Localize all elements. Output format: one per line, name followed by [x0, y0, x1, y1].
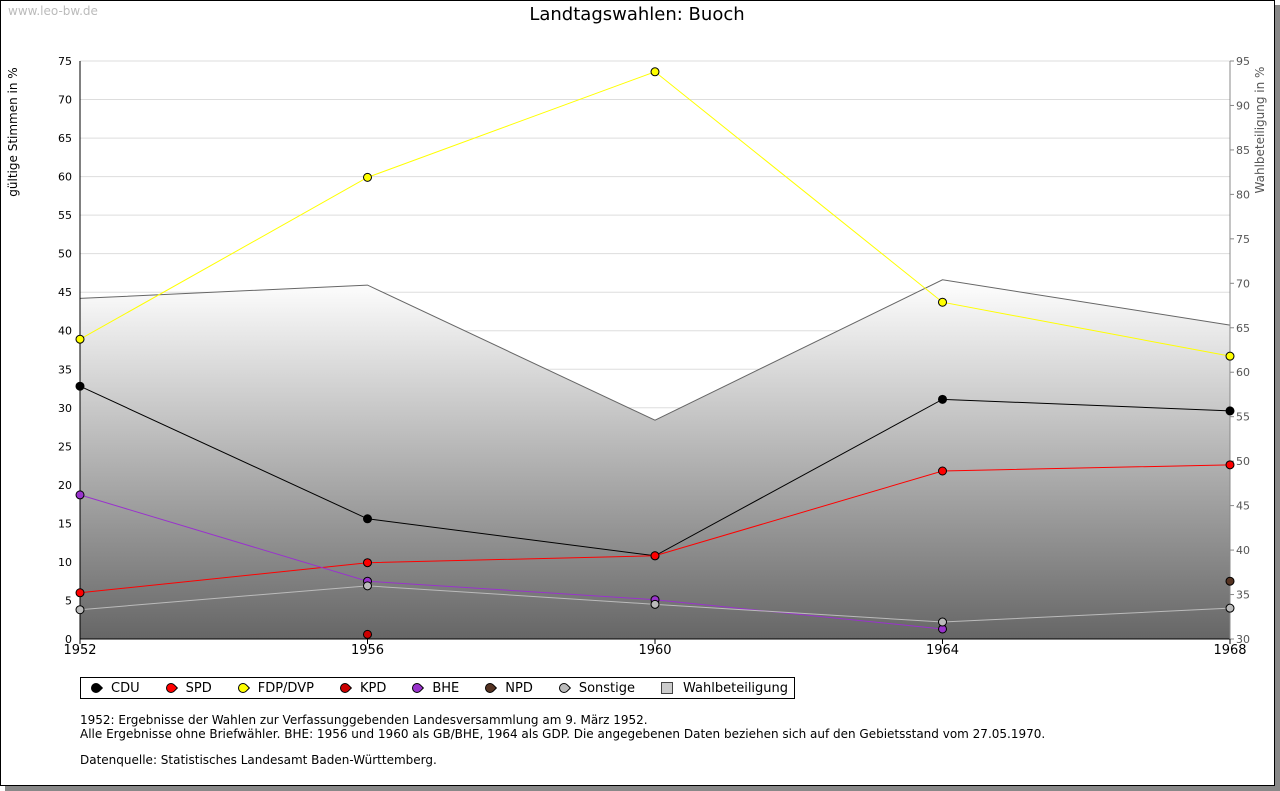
data-point-npd	[1225, 576, 1235, 586]
legend-label: NPD	[505, 680, 533, 696]
y2-tick-label: 40	[1236, 544, 1250, 557]
y2-axis-title: Wahlbeteiligung in %	[1253, 67, 1267, 194]
legend-item: CDU	[85, 681, 140, 696]
data-point-sonstige	[938, 617, 947, 627]
legend-label: FDP/DVP	[257, 680, 314, 696]
data-point-cdu	[363, 514, 372, 524]
y2-tick-label: 70	[1236, 277, 1250, 290]
legend-marker	[163, 680, 178, 696]
legend-marker	[661, 682, 674, 694]
legend-label: SPD	[185, 680, 212, 696]
y-axis-title: gültige Stimmen in %	[6, 67, 20, 196]
y-tick-label: 50	[58, 248, 72, 261]
y-tick-label: 30	[58, 402, 72, 415]
legend-marker	[88, 680, 104, 696]
data-point-fdp-dvp	[938, 297, 947, 307]
legend-item: BHE	[406, 681, 459, 696]
data-point-bhe	[75, 490, 85, 500]
legend-label: KPD	[359, 680, 387, 696]
y2-tick-label: 30	[1236, 633, 1250, 646]
y-tick-label: 60	[58, 171, 72, 184]
chart-title: Landtagswahlen: Buoch	[529, 4, 745, 25]
note-1952: 1952: Ergebnisse der Wahlen zur Verfassu…	[80, 713, 648, 727]
legend-item: FDP/DVP	[232, 681, 314, 696]
data-point-spd	[363, 558, 372, 568]
legend-item: SPD	[160, 681, 212, 696]
y-tick-label: 70	[58, 94, 72, 107]
y2-tick-label: 95	[1236, 55, 1250, 68]
data-point-sonstige	[650, 599, 660, 609]
x-tick-label: 1964	[926, 643, 959, 658]
y-tick-label: 75	[58, 55, 72, 68]
turnout-line	[79, 279, 1231, 421]
data-point-fdp-dvp	[75, 334, 85, 344]
y-tick-label: 0	[65, 633, 72, 646]
y2-tick-label: 60	[1236, 366, 1250, 379]
data-point-cdu	[938, 394, 947, 404]
data-point-spd	[938, 466, 947, 476]
y2-tick-label: 55	[1236, 411, 1250, 424]
y2-tick-label: 90	[1236, 99, 1250, 112]
y-tick-label: 65	[58, 132, 72, 145]
y-tick-label: 35	[58, 363, 72, 376]
y-tick-label: 55	[58, 209, 72, 222]
data-point-sonstige	[75, 605, 85, 615]
legend-label: Wahlbeteiligung	[683, 680, 789, 696]
data-point-kpd	[363, 629, 372, 639]
y2-tick-label: 45	[1236, 500, 1250, 513]
legend-label: CDU	[111, 680, 140, 696]
legend-marker	[483, 680, 498, 696]
y-tick-label: 5	[65, 594, 72, 607]
y-tick-label: 25	[58, 440, 72, 453]
y2-tick-label: 75	[1236, 233, 1250, 246]
y-tick-label: 15	[58, 517, 72, 530]
data-point-fdp-dvp	[363, 172, 372, 182]
y-tick-label: 40	[58, 325, 72, 338]
data-point-spd	[75, 588, 85, 598]
legend-label: BHE	[432, 680, 460, 696]
legend-label: Sonstige	[578, 680, 636, 696]
legend-marker	[235, 680, 250, 696]
y2-tick-label: 80	[1236, 188, 1250, 201]
legend-marker	[556, 680, 571, 696]
y2-tick-label: 50	[1236, 455, 1250, 468]
data-point-spd	[650, 551, 660, 561]
legend: CDU SPD FDP/DVP KPD BHE NPD Sonstige Wahlbeteil…	[80, 677, 796, 699]
y-tick-label: 10	[58, 556, 72, 569]
note-source: Datenquelle: Statistisches Landesamt Bad…	[80, 753, 437, 767]
y-tick-label: 45	[58, 286, 72, 299]
data-point-fdp-dvp	[1225, 351, 1235, 361]
data-point-cdu	[75, 381, 85, 391]
x-tick-label: 1956	[351, 643, 384, 658]
legend-item: Wahlbeteiligung	[655, 681, 788, 696]
data-point-cdu	[1225, 406, 1235, 416]
y2-tick-label: 85	[1236, 144, 1250, 157]
data-point-spd	[1225, 460, 1235, 470]
series-line-bhe	[79, 494, 943, 630]
legend-item: NPD	[479, 681, 533, 696]
data-point-fdp-dvp	[650, 67, 660, 77]
y-tick-label: 20	[58, 479, 72, 492]
note-general: Alle Ergebnisse ohne Briefwähler. BHE: 1…	[80, 727, 1046, 741]
x-tick-label: 1952	[63, 643, 96, 658]
legend-marker	[337, 680, 353, 696]
legend-marker	[410, 680, 425, 696]
y2-tick-label: 35	[1236, 589, 1250, 602]
x-tick-label: 1960	[638, 643, 671, 658]
watermark: www.leo-bw.de	[8, 4, 98, 18]
x-tick-label: 1968	[1213, 643, 1246, 658]
y2-tick-label: 65	[1236, 322, 1250, 335]
legend-item: Sonstige	[553, 681, 635, 696]
turnout-area	[80, 279, 1230, 639]
data-point-sonstige	[1225, 603, 1235, 613]
data-point-sonstige	[363, 581, 372, 591]
line-chart: 0 5 10 15 20 25 30 35 40 45 50 55 60 65 70 75 30 35 40 45 50…	[6, 55, 1267, 658]
legend-item: KPD	[334, 681, 386, 696]
